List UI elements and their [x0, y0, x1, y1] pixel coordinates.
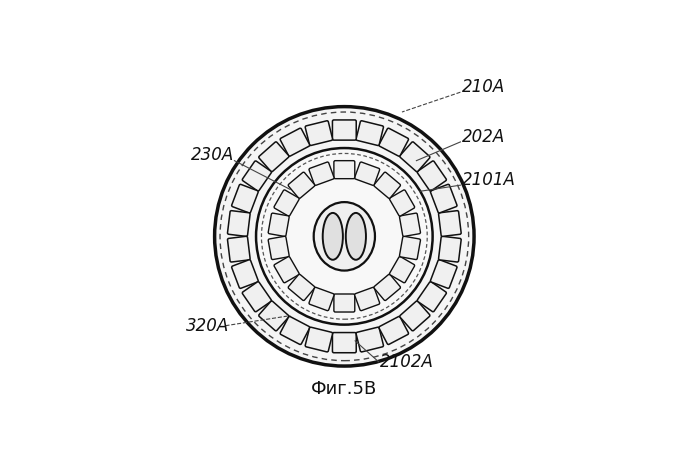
FancyBboxPatch shape — [417, 282, 447, 312]
FancyBboxPatch shape — [228, 211, 250, 236]
FancyBboxPatch shape — [232, 184, 258, 213]
FancyBboxPatch shape — [309, 162, 334, 185]
FancyBboxPatch shape — [439, 236, 461, 262]
Text: 2102A: 2102A — [380, 353, 434, 372]
FancyBboxPatch shape — [288, 172, 315, 198]
FancyBboxPatch shape — [430, 260, 457, 288]
Ellipse shape — [323, 213, 343, 260]
FancyBboxPatch shape — [332, 120, 356, 140]
Text: 320A: 320A — [186, 317, 229, 336]
Ellipse shape — [346, 213, 366, 260]
Circle shape — [215, 107, 474, 366]
Circle shape — [256, 148, 433, 325]
FancyBboxPatch shape — [356, 121, 384, 146]
FancyBboxPatch shape — [400, 236, 421, 260]
FancyBboxPatch shape — [400, 213, 421, 236]
Text: 202A: 202A — [461, 128, 505, 146]
FancyBboxPatch shape — [389, 190, 414, 216]
FancyBboxPatch shape — [280, 316, 309, 344]
FancyBboxPatch shape — [356, 327, 384, 352]
FancyBboxPatch shape — [332, 333, 356, 353]
FancyBboxPatch shape — [417, 161, 447, 191]
FancyBboxPatch shape — [288, 274, 315, 300]
FancyBboxPatch shape — [242, 161, 272, 191]
FancyBboxPatch shape — [242, 282, 272, 312]
FancyBboxPatch shape — [259, 301, 289, 331]
Text: 210A: 210A — [461, 78, 505, 96]
FancyBboxPatch shape — [379, 128, 409, 156]
Text: Фиг.5B: Фиг.5B — [312, 380, 377, 398]
FancyBboxPatch shape — [305, 121, 332, 146]
Text: 230A: 230A — [191, 146, 235, 164]
FancyBboxPatch shape — [374, 172, 400, 198]
FancyBboxPatch shape — [268, 213, 289, 236]
Text: 2101A: 2101A — [461, 171, 515, 190]
FancyBboxPatch shape — [268, 236, 289, 260]
FancyBboxPatch shape — [374, 274, 400, 300]
FancyBboxPatch shape — [334, 294, 355, 312]
FancyBboxPatch shape — [274, 190, 299, 216]
FancyBboxPatch shape — [280, 128, 309, 156]
FancyBboxPatch shape — [334, 161, 355, 179]
FancyBboxPatch shape — [232, 260, 258, 288]
FancyBboxPatch shape — [309, 287, 334, 311]
FancyBboxPatch shape — [228, 236, 250, 262]
FancyBboxPatch shape — [274, 256, 299, 283]
FancyBboxPatch shape — [259, 142, 289, 172]
FancyBboxPatch shape — [305, 327, 332, 352]
FancyBboxPatch shape — [355, 287, 379, 311]
FancyBboxPatch shape — [400, 301, 430, 331]
FancyBboxPatch shape — [379, 316, 409, 344]
FancyBboxPatch shape — [439, 211, 461, 236]
Ellipse shape — [314, 202, 375, 271]
FancyBboxPatch shape — [355, 162, 379, 185]
FancyBboxPatch shape — [400, 142, 430, 172]
FancyBboxPatch shape — [430, 184, 457, 213]
FancyBboxPatch shape — [389, 256, 414, 283]
